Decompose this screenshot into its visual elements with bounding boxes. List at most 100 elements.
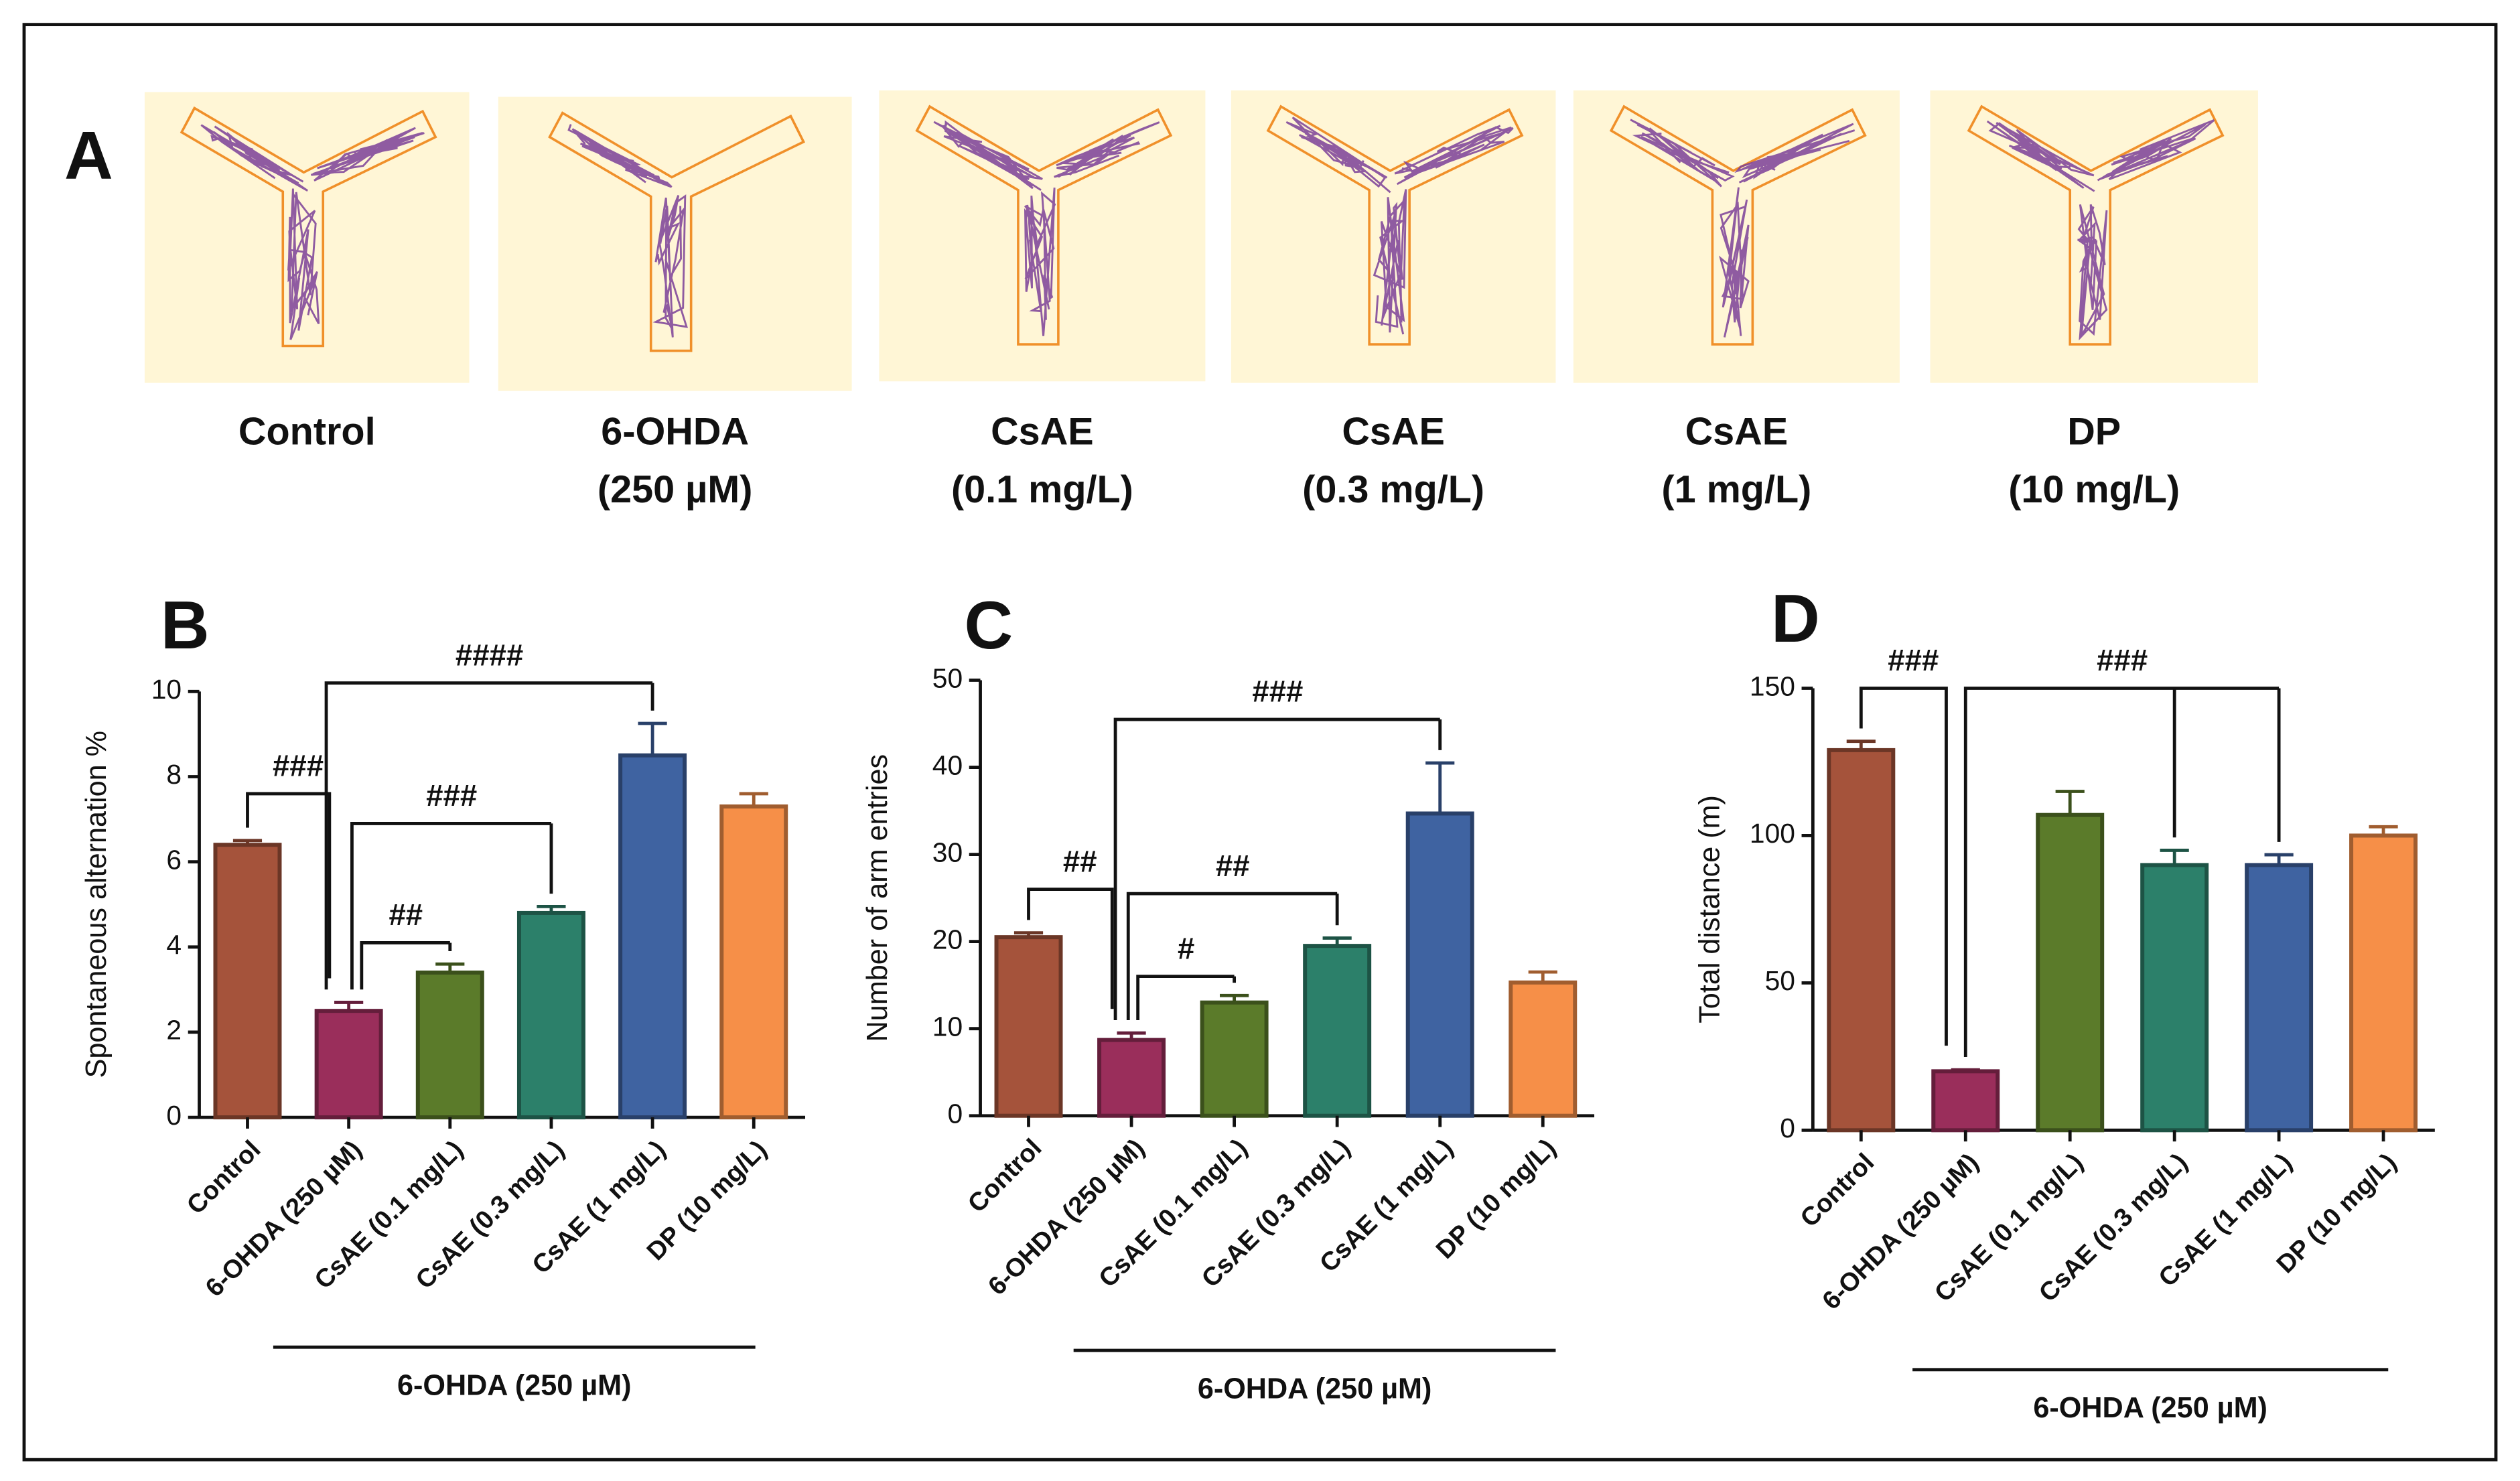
bar — [994, 935, 1063, 1118]
group-label: 6-OHDA — [601, 411, 749, 453]
y-tick-label: 8 — [166, 759, 182, 790]
significance-bracket — [1136, 975, 1237, 1020]
track — [200, 124, 309, 192]
significance-bracket — [350, 822, 553, 990]
group-label: CsAE — [1342, 411, 1445, 453]
significance-label: #### — [456, 638, 523, 672]
bar — [1509, 980, 1578, 1118]
bar — [2140, 863, 2209, 1133]
significance-label: ## — [1216, 849, 1250, 883]
track — [1394, 125, 1514, 186]
bar — [1827, 748, 1896, 1133]
maze-outline — [548, 111, 806, 352]
track — [2077, 204, 2108, 341]
panel-letter: C — [965, 588, 1013, 663]
significance-bracket — [360, 941, 452, 990]
maze-outline — [915, 104, 1173, 346]
y-tick-label: 0 — [1780, 1113, 1795, 1143]
track — [287, 188, 320, 340]
bar — [516, 910, 585, 1120]
maze-outline — [1609, 104, 1867, 346]
group-label: (0.1 mg/L) — [951, 468, 1133, 511]
panel-letter: B — [161, 588, 210, 663]
y-axis-label: Total distance (m) — [1694, 795, 1726, 1024]
maze-background — [1573, 90, 1900, 383]
group-label: CsAE — [991, 411, 1094, 453]
group-label: (250 µM) — [598, 468, 753, 511]
y-tick-label: 100 — [1750, 818, 1795, 849]
significance-label: # — [1178, 931, 1194, 965]
bar — [1931, 1069, 2000, 1133]
group-label: (1 mg/L) — [1661, 468, 1811, 511]
track — [652, 194, 689, 338]
group-label: (10 mg/L) — [2008, 468, 2180, 511]
y-axis-label: Spontaneous alternation % — [80, 731, 113, 1078]
bar — [618, 753, 687, 1120]
bar — [213, 843, 282, 1120]
track — [1986, 120, 2095, 192]
maze-background — [498, 96, 852, 391]
significance-bracket — [1126, 892, 1339, 1020]
track — [933, 120, 1043, 191]
panel-letter: A — [64, 119, 113, 194]
y-tick-label: 10 — [932, 1011, 963, 1042]
significance-label: ## — [389, 898, 423, 932]
bar — [2245, 863, 2314, 1133]
significance-label: ### — [2097, 643, 2148, 677]
group-label: (0.3 mg/L) — [1302, 468, 1484, 511]
y-tick-label: 50 — [932, 662, 963, 693]
bar — [1303, 944, 1372, 1118]
maze-outline — [1967, 104, 2225, 346]
y-tick-label: 40 — [932, 750, 963, 780]
y-tick-label: 150 — [1750, 671, 1795, 701]
track — [1373, 189, 1407, 335]
bar — [415, 970, 484, 1120]
track — [2097, 119, 2215, 182]
group-label: 6-OHDA (250 µM) — [2033, 1392, 2267, 1424]
group-label: DP — [2067, 411, 2121, 453]
group-label: 6-OHDA (250 µM) — [397, 1370, 632, 1402]
y-tick-label: 2 — [166, 1015, 182, 1046]
bar — [719, 804, 788, 1120]
bar — [2036, 813, 2105, 1133]
significance-label: ### — [1888, 643, 1939, 677]
significance-bracket — [1963, 687, 2281, 1057]
track — [1719, 187, 1750, 338]
y-tick-label: 6 — [166, 844, 182, 875]
group-label: Control — [238, 411, 376, 453]
group-label: 6-OHDA (250 µM) — [1198, 1372, 1432, 1405]
significance-bracket — [1859, 687, 1948, 1046]
significance-label: ### — [426, 778, 477, 813]
bar — [2349, 833, 2418, 1133]
y-tick-label: 10 — [151, 674, 182, 705]
bar — [1097, 1038, 1166, 1118]
significance-bracket — [1027, 888, 1114, 1009]
maze-outline — [180, 106, 437, 348]
track — [1734, 123, 1856, 184]
y-tick-label: 50 — [1765, 965, 1795, 996]
significance-bracket — [246, 792, 332, 979]
track — [310, 127, 425, 182]
significance-bracket — [324, 681, 654, 990]
y-axis-label: Number of arm entries — [861, 754, 894, 1042]
track — [1024, 188, 1056, 336]
group-label: CsAE — [1685, 411, 1789, 453]
y-tick-label: 0 — [947, 1098, 963, 1129]
y-tick-label: 30 — [932, 837, 963, 867]
maze-outline — [1266, 104, 1524, 346]
y-tick-label: 0 — [166, 1100, 182, 1131]
track — [567, 124, 673, 188]
track — [1054, 121, 1160, 178]
bar — [314, 1009, 383, 1120]
y-tick-label: 4 — [166, 930, 182, 961]
bar — [1200, 1000, 1269, 1118]
track — [1285, 117, 1391, 194]
bar — [1405, 811, 1474, 1118]
panel-letter: D — [1771, 581, 1820, 656]
significance-label: ### — [273, 749, 324, 783]
significance-bracket — [1113, 717, 1442, 1020]
significance-label: ## — [1063, 844, 1097, 878]
significance-label: ### — [1252, 675, 1303, 709]
